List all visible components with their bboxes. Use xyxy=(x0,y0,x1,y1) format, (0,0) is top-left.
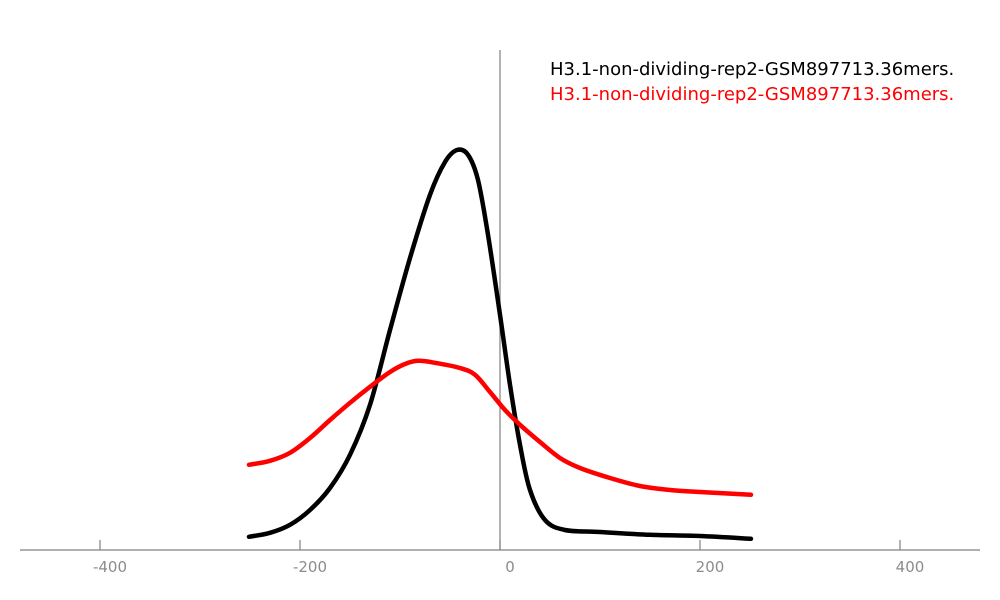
x-tick-label: -200 xyxy=(293,558,327,576)
series-line-red xyxy=(246,358,754,498)
legend-entry-red: H3.1-non-dividing-rep2-GSM897713.36mers. xyxy=(550,84,954,105)
series-lines xyxy=(246,147,754,542)
legend: H3.1-non-dividing-rep2-GSM897713.36mers.… xyxy=(550,59,954,105)
series-line-black xyxy=(246,147,754,542)
legend-entry-black: H3.1-non-dividing-rep2-GSM897713.36mers. xyxy=(550,59,954,80)
x-axis-ticks: -400 -200 0 200 400 xyxy=(93,540,924,576)
x-tick-label: -400 xyxy=(93,558,127,576)
x-tick-label: 0 xyxy=(505,558,515,576)
x-tick-label: 400 xyxy=(896,558,925,576)
x-tick-label: 200 xyxy=(696,558,725,576)
